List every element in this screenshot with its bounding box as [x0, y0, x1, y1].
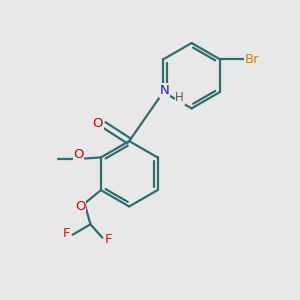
Text: H: H: [175, 92, 184, 104]
Text: O: O: [93, 117, 103, 130]
Text: O: O: [75, 200, 85, 213]
Text: O: O: [73, 148, 84, 161]
Text: F: F: [105, 233, 112, 246]
Text: Br: Br: [245, 53, 259, 66]
Text: N: N: [160, 84, 170, 97]
Text: F: F: [62, 227, 70, 240]
